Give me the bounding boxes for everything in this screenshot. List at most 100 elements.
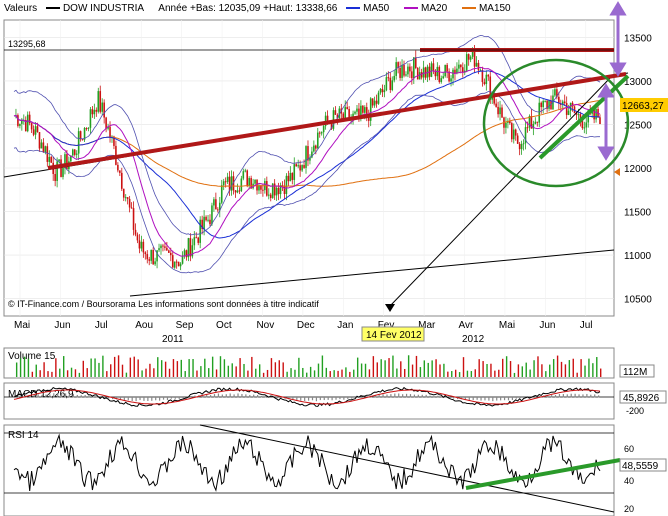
volume-bar (43, 362, 45, 377)
candle-body (458, 64, 460, 69)
last-price-box (620, 98, 668, 112)
volume-bar (466, 370, 469, 377)
candle-body (538, 102, 541, 123)
candle-body (369, 98, 372, 121)
volume-bar (215, 369, 218, 377)
volume-bar (39, 370, 41, 377)
candle-body (442, 76, 445, 79)
rsi-label: RSI 14 (8, 430, 39, 441)
candle-body (193, 237, 196, 246)
candle-body (244, 170, 247, 172)
macd-hist-bar (378, 394, 380, 398)
macd-hist-bar (96, 396, 98, 398)
x-tick-label: Mai (499, 320, 515, 331)
macd-hist-bar (61, 393, 63, 398)
legend-range: Année +Bas: 12035,09 +Haut: 13338,66 (158, 3, 338, 14)
candle-body (516, 135, 519, 144)
macd-hist-bar (484, 397, 486, 401)
macd-hist-bar (405, 393, 408, 398)
candle-body (542, 100, 544, 108)
candle-body (383, 90, 386, 93)
macd-hist-bar (178, 397, 180, 399)
candle-body (462, 67, 464, 73)
macd-hist-bar (253, 394, 255, 398)
candle-body (544, 100, 546, 102)
candle-body (305, 146, 307, 168)
candle-body (291, 172, 294, 180)
candle-body (181, 255, 184, 264)
volume-bar (247, 370, 249, 377)
volume-bar (196, 370, 198, 377)
candle-body (26, 114, 29, 132)
candle-body (240, 178, 243, 191)
year-label-2011: 2011 (162, 334, 184, 345)
volume-bar (443, 363, 445, 377)
candle-body (83, 128, 86, 140)
candle-body (536, 121, 539, 123)
candle-body (364, 107, 366, 113)
volume-bar (47, 371, 49, 377)
volume-bar (23, 356, 26, 377)
candle-body (48, 156, 51, 162)
macd-hist-bar (292, 397, 294, 400)
candle-body (54, 174, 56, 181)
volume-bar (290, 368, 292, 377)
candle-body (358, 108, 360, 117)
x-axis-months: Mai Jun Jul Aou Sep Oct Nov Dec Jan Fev Mar Avr Mai J… (14, 320, 593, 331)
macd-hist-bar (413, 394, 416, 398)
y-tick-label: 12000 (624, 164, 652, 175)
volume-bar (94, 358, 96, 377)
macd-hist-bar (88, 396, 90, 398)
volume-bar (219, 356, 222, 377)
candle-body (387, 77, 390, 79)
candle-body (56, 161, 58, 181)
candle-body (581, 120, 584, 129)
macd-histogram (14, 393, 600, 402)
candle-body (136, 234, 139, 241)
macd-hist-bar (429, 395, 431, 398)
macd-hist-bar (421, 394, 423, 398)
macd-hist-bar (488, 397, 490, 401)
volume-bar (368, 369, 371, 377)
x-tick-label: Dec (297, 320, 315, 331)
candle-body (405, 74, 407, 76)
volume-bar (137, 359, 139, 377)
rsi-trendline (199, 424, 615, 513)
volume-bar (572, 358, 574, 377)
candle-body (287, 175, 290, 182)
candle-body (228, 176, 231, 191)
candle-body (512, 129, 515, 140)
candle-body (326, 115, 329, 123)
macd-hist-bar (139, 397, 141, 401)
candle-body (160, 245, 162, 249)
x-tick-label: Nov (256, 320, 274, 331)
volume-bar (451, 371, 453, 377)
macd-hist-bar (480, 397, 482, 401)
macd-hist-bar (123, 397, 125, 401)
volume-bar (529, 369, 531, 377)
candle-body (399, 67, 401, 78)
volume-value-box (619, 364, 655, 378)
volume-bar (113, 356, 116, 377)
volume-bar (439, 364, 441, 377)
candle-body (313, 145, 315, 152)
candle-body (322, 126, 325, 133)
candle-body (271, 183, 274, 198)
candle-body (348, 109, 350, 120)
candle-body (226, 176, 229, 182)
candle-body (75, 153, 78, 155)
macd-hist-bar (264, 396, 267, 398)
macd-hist-bar (574, 393, 576, 398)
macd-hist-bar (343, 397, 345, 400)
candle-body (354, 111, 356, 114)
candle-body (393, 75, 396, 81)
macd-hist-bar (417, 394, 419, 398)
volume-bar (431, 360, 433, 377)
candle-body (534, 121, 537, 124)
macd-hist-bar (551, 395, 553, 398)
candle-body (215, 199, 217, 210)
volume-bar (325, 367, 328, 377)
candle-body (493, 92, 495, 104)
candle-body (211, 205, 213, 225)
candle-body (24, 120, 27, 132)
